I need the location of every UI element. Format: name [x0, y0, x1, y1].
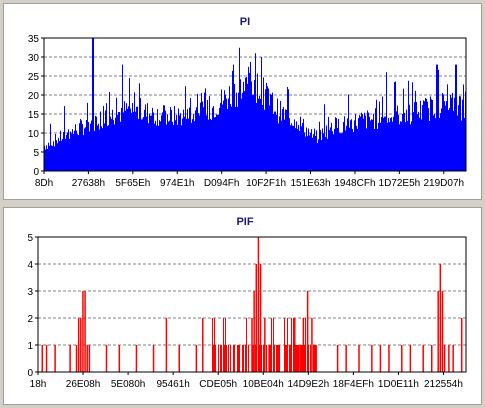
- pif-chart: PIF 0 1 2 3 4 5 18h 26E08h 5E080h 95461h CDE05h 10…: [27, 216, 467, 390]
- pif-gridlines: [38, 263, 466, 346]
- pif-x-tick-label: 1D0E11h: [378, 379, 419, 390]
- pif-y-axis: 0 1 2 3 4 5: [27, 233, 38, 379]
- pif-x-tick-label: 18h: [30, 379, 47, 390]
- pif-y-tick-label: 2: [27, 314, 33, 325]
- pif-y-tick-label: 3: [27, 287, 33, 298]
- pif-x-tick-label: 95461h: [156, 379, 189, 390]
- pi-x-tick-label: 10F2F1h: [246, 178, 286, 189]
- pi-chart-title: PI: [240, 16, 250, 28]
- pi-y-tick-label: 30: [28, 53, 40, 64]
- pi-x-tick-label: D094Fh: [204, 178, 240, 189]
- pi-x-tick-label: 27638h: [72, 178, 105, 189]
- pi-x-tick-label: 8Dh: [35, 178, 53, 189]
- pi-chart: PI 0 5 10 15 20 25 30 35 8Dh 27638h 5F65Eh 974E1h D…: [28, 16, 467, 189]
- pi-x-axis: 8Dh 27638h 5F65Eh 974E1h D094Fh 10F2F1h 151E63…: [35, 171, 464, 189]
- pi-y-tick-label: 25: [28, 72, 40, 83]
- pi-y-tick-label: 15: [28, 110, 40, 121]
- pi-y-tick-label: 5: [33, 148, 39, 159]
- pif-chart-panel: PIF 0 1 2 3 4 5 18h 26E08h 5E080h 95461h CDE05h 10…: [3, 207, 482, 405]
- pi-chart-panel: PI 0 5 10 15 20 25 30 35 8Dh 27638h 5F65Eh 974E1h D…: [3, 3, 482, 200]
- pif-x-tick-label: 18F4EFh: [333, 379, 374, 390]
- pif-x-tick-label: CDE05h: [199, 379, 237, 390]
- pif-y-tick-label: 4: [27, 260, 33, 271]
- pif-x-axis: 18h 26E08h 5E080h 95461h CDE05h 10BE04h 14D9E2…: [30, 372, 463, 390]
- pif-x-tick-label: 212554h: [424, 379, 463, 390]
- pi-y-axis: 0 5 10 15 20 25 30 35: [28, 34, 44, 178]
- pif-x-tick-label: 14D9E2h: [287, 379, 329, 390]
- pif-y-tick-label: 0: [27, 368, 33, 379]
- pif-plot-frame: [37, 236, 467, 373]
- pi-x-tick-label: 5F65Eh: [115, 178, 150, 189]
- pif-bars: [41, 237, 463, 372]
- pi-x-tick-label: 219D07h: [423, 178, 464, 189]
- pi-y-tick-label: 20: [28, 91, 40, 102]
- pi-y-tick-label: 0: [33, 167, 39, 178]
- pi-bars: [44, 38, 466, 171]
- pi-plot-frame: [43, 37, 467, 172]
- pi-x-tick-label: 1D72E5h: [379, 178, 421, 189]
- pi-y-tick-label: 10: [28, 129, 40, 140]
- pi-x-tick-label: 1948CFh: [334, 178, 375, 189]
- pif-chart-title: PIF: [236, 216, 253, 228]
- pif-y-tick-label: 1: [27, 341, 33, 352]
- pif-x-tick-label: 26E08h: [66, 379, 100, 390]
- pif-x-tick-label: 5E080h: [111, 379, 145, 390]
- pi-y-tick-label: 35: [28, 34, 40, 45]
- pif-x-tick-label: 10BE04h: [243, 379, 284, 390]
- pi-x-tick-label: 974E1h: [160, 178, 194, 189]
- pi-x-tick-label: 151E63h: [291, 178, 331, 189]
- pif-y-tick-label: 5: [27, 233, 33, 244]
